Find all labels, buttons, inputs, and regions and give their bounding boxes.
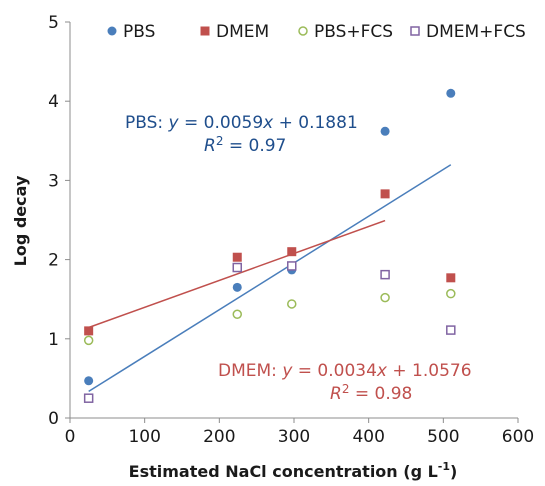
x-tick-label: 100 [128, 427, 160, 447]
dmem-point [233, 253, 242, 262]
trendlines [89, 165, 451, 392]
pbs-fcs-point [447, 290, 455, 298]
x-tick-label: 0 [65, 427, 76, 447]
pbs-point [233, 283, 242, 292]
dmem-point [84, 326, 93, 335]
dmem-fcs-point [85, 394, 93, 402]
y-tick-label: 4 [48, 92, 59, 112]
legend-marker-dmem-fcs [411, 27, 419, 35]
pbs-point [381, 127, 390, 136]
legend: PBS DMEM PBS+FCS DMEM+FCS [108, 22, 526, 42]
legend-marker-dmem [201, 27, 210, 36]
legend-label-dmem: DMEM [216, 22, 269, 42]
legend-marker-pbs [108, 27, 117, 36]
dmem-point [287, 247, 296, 256]
dmem-fcs-point [447, 326, 455, 334]
pbs-fcs-point [288, 300, 296, 308]
x-tick-label: 200 [203, 427, 235, 447]
axes: 0 100 200 300 400 500 600 0 1 2 3 4 5 [48, 13, 534, 447]
legend-label-dmem-fcs: DMEM+FCS [426, 22, 526, 42]
dmem-fcs-point [233, 264, 241, 272]
pbs-point [84, 376, 93, 385]
legend-label-pbs-fcs: PBS+FCS [314, 22, 393, 42]
x-axis-title: Estimated NaCl concentration (g L-1) [129, 460, 458, 481]
dmem-fcs-point [381, 271, 389, 279]
regression-label-pbs-line2: R2 = 0.97 [204, 134, 286, 156]
x-axis-title-main: Estimated NaCl concentration (g L [129, 462, 438, 481]
x-tick-label: 300 [278, 427, 310, 447]
legend-marker-pbs-fcs [299, 27, 307, 35]
regression-label-dmem-line2: R2 = 0.98 [330, 382, 412, 404]
x-axis-title-sup: -1 [438, 460, 450, 473]
regression-label-dmem-line1: DMEM: y = 0.0034x + 1.0576 [218, 361, 472, 381]
pbs-fcs-point [85, 336, 93, 344]
x-tick-label: 600 [502, 427, 534, 447]
pbs-fcs-point [233, 310, 241, 318]
y-axis-title: Log decay [11, 175, 30, 266]
y-tick-label: 5 [48, 13, 59, 33]
y-tick-label: 2 [48, 251, 59, 271]
y-tick-label: 0 [48, 409, 59, 429]
dmem-fcs-point [288, 262, 296, 270]
pbs-point [446, 89, 455, 98]
dmem-point [381, 189, 390, 198]
x-tick-label: 400 [352, 427, 384, 447]
dmem-point [446, 273, 455, 282]
x-tick-label: 500 [427, 427, 459, 447]
y-tick-label: 3 [48, 171, 59, 191]
x-axis-title-close: ) [450, 462, 457, 481]
y-tick-label: 1 [48, 330, 59, 350]
legend-label-pbs: PBS [123, 22, 155, 42]
pbs-trendline [89, 165, 451, 392]
regression-label-pbs-line1: PBS: y = 0.0059x + 0.1881 [125, 113, 358, 133]
pbs-fcs-point [381, 294, 389, 302]
